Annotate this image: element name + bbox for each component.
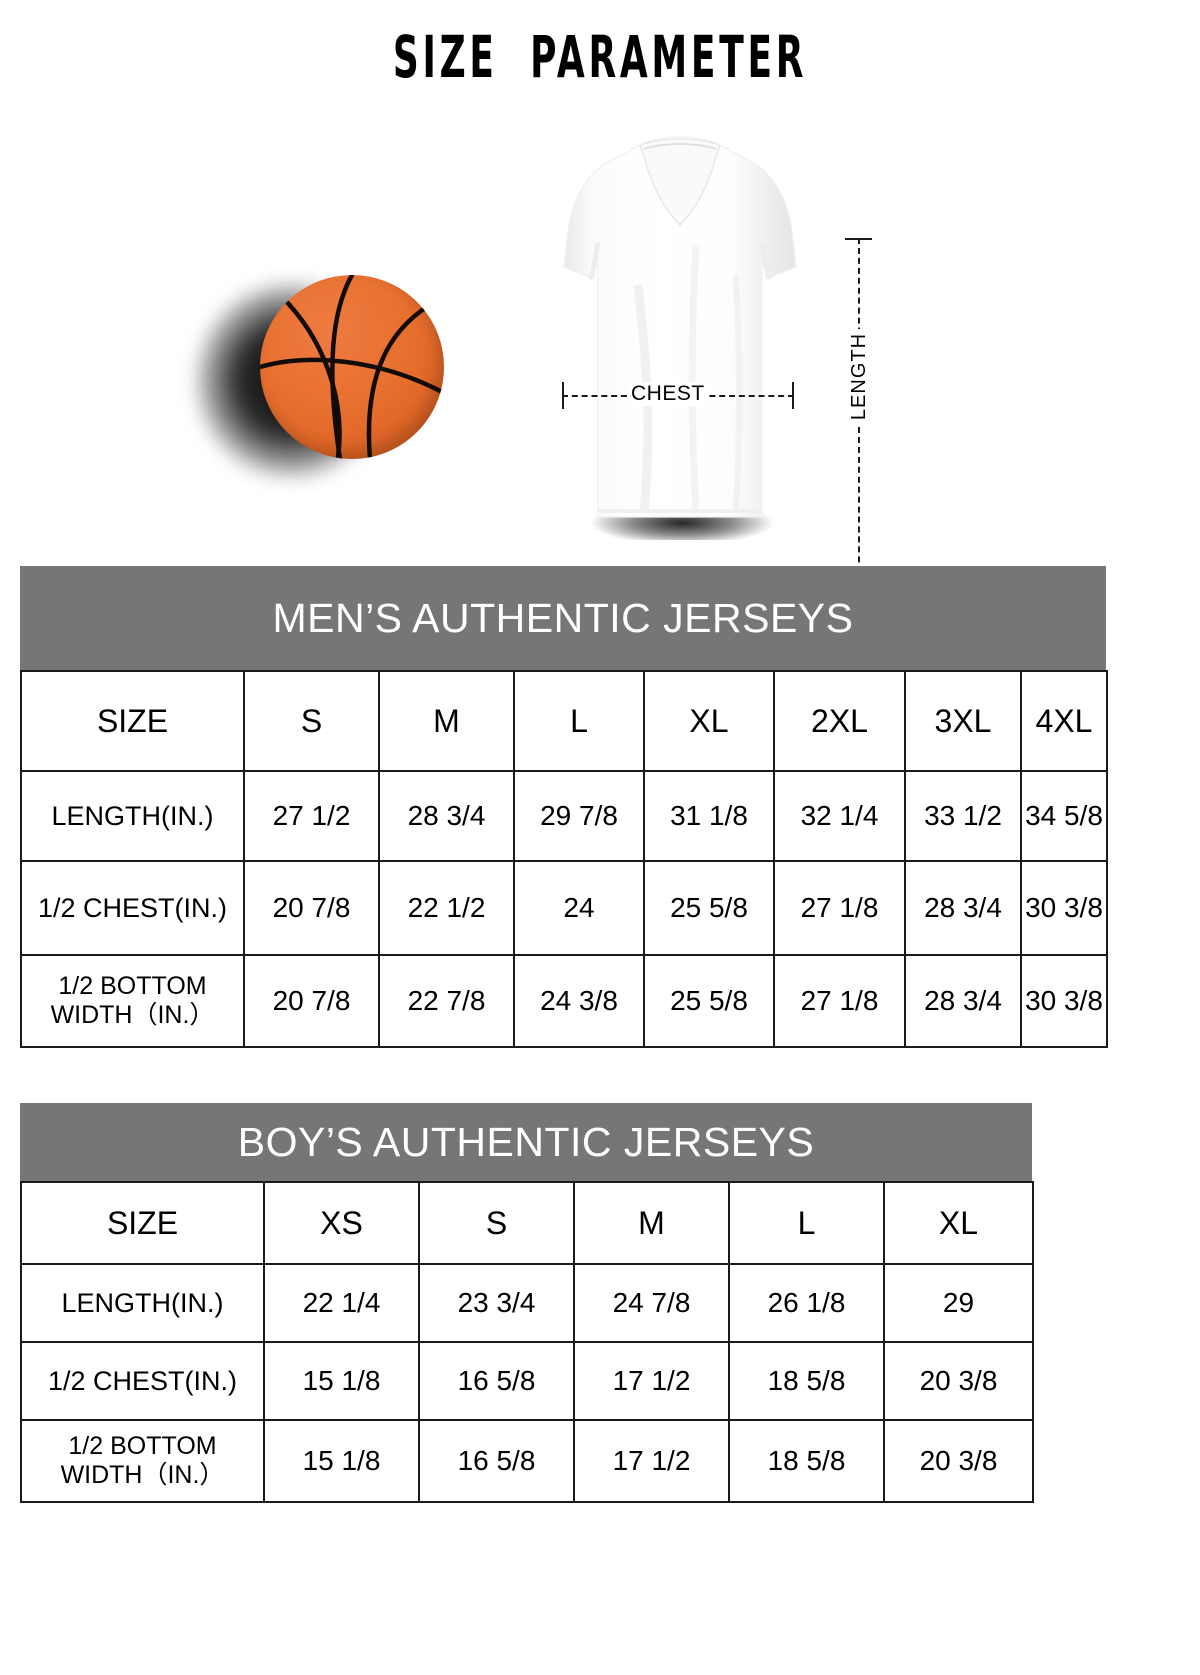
- cell: 26 1/8: [728, 1263, 885, 1343]
- row-label-length: LENGTH(IN.): [20, 770, 245, 862]
- basketball-seams-icon: [260, 275, 444, 459]
- cell: 27 1/8: [773, 954, 906, 1048]
- cell: 25 5/8: [643, 954, 775, 1048]
- cell: 34 5/8: [1020, 770, 1108, 862]
- cell: 27 1/8: [773, 860, 906, 956]
- row-label-line2: WIDTH（IN.）: [60, 1461, 225, 1489]
- chest-tick-right: [792, 382, 794, 409]
- cell: 18 5/8: [728, 1341, 885, 1421]
- column-header-3xl: 3XL: [904, 670, 1022, 772]
- cell: 27 1/2: [243, 770, 380, 862]
- column-header-l: L: [728, 1181, 885, 1265]
- column-header-s: S: [243, 670, 380, 772]
- mens-size-table: SIZE S M L XL 2XL 3XL 4XL LENGTH(IN.) 27…: [20, 670, 1108, 1048]
- row-label-half-bottom-width: 1/2 BOTTOM WIDTH（IN.）: [20, 1419, 265, 1503]
- cell: 15 1/8: [263, 1419, 420, 1503]
- basketball-sphere: [260, 275, 444, 459]
- table-row: 1/2 BOTTOM WIDTH（IN.） 15 1/8 16 5/8 17 1…: [20, 1419, 1034, 1503]
- cell: 28 3/4: [904, 860, 1022, 956]
- boys-size-table: SIZE XS S M L XL LENGTH(IN.) 22 1/4 23 3…: [20, 1181, 1034, 1503]
- column-header-xl: XL: [883, 1181, 1034, 1265]
- cell: 20 3/8: [883, 1341, 1034, 1421]
- cell: 20 3/8: [883, 1419, 1034, 1503]
- cell: 22 1/4: [263, 1263, 420, 1343]
- cell: 16 5/8: [418, 1419, 575, 1503]
- cell: 16 5/8: [418, 1341, 575, 1421]
- length-label: LENGTH: [848, 328, 872, 425]
- table-header-row: SIZE S M L XL 2XL 3XL 4XL: [20, 670, 1108, 772]
- cell: 15 1/8: [263, 1341, 420, 1421]
- illustration-area: CHEST LENGTH: [0, 110, 1200, 624]
- cell: 29 7/8: [513, 770, 645, 862]
- row-label-line1: 1/2 BOTTOM: [68, 1432, 217, 1461]
- cell: 24 3/8: [513, 954, 645, 1048]
- cell: 23 3/4: [418, 1263, 575, 1343]
- cell: 33 1/2: [904, 770, 1022, 862]
- page-title: SIZE PARAMETER: [392, 23, 808, 91]
- column-header-size: SIZE: [20, 1181, 265, 1265]
- basketball-icon: [196, 275, 458, 495]
- table-row: LENGTH(IN.) 27 1/2 28 3/4 29 7/8 31 1/8 …: [20, 770, 1108, 862]
- column-header-xl: XL: [643, 670, 775, 772]
- column-header-size: SIZE: [20, 670, 245, 772]
- row-label-half-chest: 1/2 CHEST(IN.): [20, 1341, 265, 1421]
- chest-tick-left: [562, 382, 564, 409]
- length-tick-top: [845, 238, 872, 240]
- length-dimension-line: [858, 238, 860, 622]
- cell: 24 7/8: [573, 1263, 730, 1343]
- jersey-icon: [540, 125, 820, 540]
- cell: 24: [513, 860, 645, 956]
- cell: 31 1/8: [643, 770, 775, 862]
- cell: 20 7/8: [243, 954, 380, 1048]
- cell: 28 3/4: [378, 770, 515, 862]
- mens-table-title: MEN’S AUTHENTIC JERSEYS: [20, 566, 1106, 670]
- row-label-line1: 1/2 BOTTOM: [58, 972, 207, 1001]
- table-row: 1/2 BOTTOM WIDTH（IN.） 20 7/8 22 7/8 24 3…: [20, 954, 1108, 1048]
- table-row: LENGTH(IN.) 22 1/4 23 3/4 24 7/8 26 1/8 …: [20, 1263, 1034, 1343]
- table-header-row: SIZE XS S M L XL: [20, 1181, 1034, 1265]
- cell: 32 1/4: [773, 770, 906, 862]
- chest-label: CHEST: [628, 382, 708, 406]
- row-label-length: LENGTH(IN.): [20, 1263, 265, 1343]
- cell: 28 3/4: [904, 954, 1022, 1048]
- column-header-4xl: 4XL: [1020, 670, 1108, 772]
- cell: 17 1/2: [573, 1419, 730, 1503]
- column-header-s: S: [418, 1181, 575, 1265]
- column-header-m: M: [573, 1181, 730, 1265]
- column-header-xs: XS: [263, 1181, 420, 1265]
- boys-size-table-block: BOY’S AUTHENTIC JERSEYS SIZE XS S M L XL…: [20, 1103, 1034, 1503]
- cell: 29: [883, 1263, 1034, 1343]
- jersey-shape-icon: [563, 136, 797, 540]
- cell: 30 3/8: [1020, 954, 1108, 1048]
- cell: 22 1/2: [378, 860, 515, 956]
- row-label-half-chest: 1/2 CHEST(IN.): [20, 860, 245, 956]
- row-label-line2: WIDTH（IN.）: [50, 1001, 215, 1029]
- cell: 17 1/2: [573, 1341, 730, 1421]
- cell: 18 5/8: [728, 1419, 885, 1503]
- mens-size-table-block: MEN’S AUTHENTIC JERSEYS SIZE S M L XL 2X…: [20, 566, 1108, 1048]
- column-header-2xl: 2XL: [773, 670, 906, 772]
- boys-table-title: BOY’S AUTHENTIC JERSEYS: [20, 1103, 1032, 1181]
- cell: 20 7/8: [243, 860, 380, 956]
- column-header-l: L: [513, 670, 645, 772]
- cell: 30 3/8: [1020, 860, 1108, 956]
- row-label-half-bottom-width: 1/2 BOTTOM WIDTH（IN.）: [20, 954, 245, 1048]
- table-row: 1/2 CHEST(IN.) 20 7/8 22 1/2 24 25 5/8 2…: [20, 860, 1108, 956]
- cell: 25 5/8: [643, 860, 775, 956]
- cell: 22 7/8: [378, 954, 515, 1048]
- table-row: 1/2 CHEST(IN.) 15 1/8 16 5/8 17 1/2 18 5…: [20, 1341, 1034, 1421]
- column-header-m: M: [378, 670, 515, 772]
